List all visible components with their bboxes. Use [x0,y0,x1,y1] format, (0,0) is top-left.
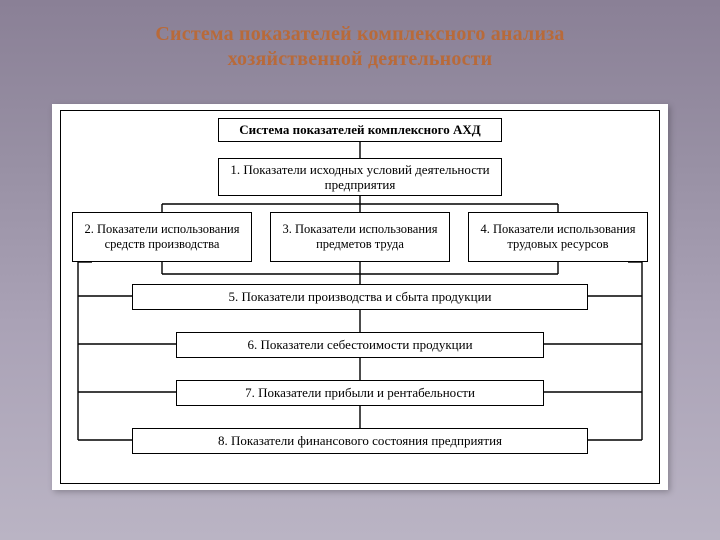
node-root: Система показателей комплексного АХД [218,118,502,142]
node-6-label: 6. Показатели себестоимости продукции [247,337,472,352]
diagram: Система показателей комплексного АХД 1. … [52,104,668,490]
node-4-label: 4. Показатели использования трудовых рес… [473,222,643,252]
node-1-label: 1. Показатели исходных условий деятельно… [225,162,495,193]
node-1: 1. Показатели исходных условий деятельно… [218,158,502,196]
slide-title-line1: Система показателей комплексного анализа [0,22,720,47]
node-7: 7. Показатели прибыли и рентабельности [176,380,544,406]
node-4: 4. Показатели использования трудовых рес… [468,212,648,262]
node-8: 8. Показатели финансового состояния пред… [132,428,588,454]
slide-title: Система показателей комплексного анализа… [0,0,720,72]
node-2-label: 2. Показатели использования средств прои… [77,222,247,252]
node-3-label: 3. Показатели использования предметов тр… [275,222,445,252]
slide-title-line2: хозяйственной деятельности [0,47,720,72]
node-5-label: 5. Показатели производства и сбыта проду… [229,289,492,304]
node-2: 2. Показатели использования средств прои… [72,212,252,262]
node-6: 6. Показатели себестоимости продукции [176,332,544,358]
node-7-label: 7. Показатели прибыли и рентабельности [245,385,475,400]
node-root-label: Система показателей комплексного АХД [239,122,480,137]
node-8-label: 8. Показатели финансового состояния пред… [218,433,502,448]
node-3: 3. Показатели использования предметов тр… [270,212,450,262]
node-5: 5. Показатели производства и сбыта проду… [132,284,588,310]
